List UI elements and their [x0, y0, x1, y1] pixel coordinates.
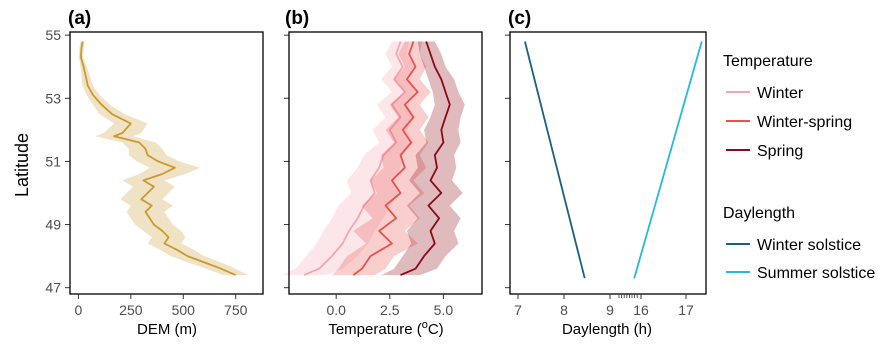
- x-tick-label: 8: [560, 302, 568, 318]
- panel-c-tag: (c): [508, 8, 531, 29]
- x-tick-label: 0: [74, 302, 82, 318]
- panel-b-y-axis: [284, 34, 289, 289]
- x-tick-label: 16: [633, 302, 649, 318]
- panel-a-frame: [69, 31, 264, 295]
- panel-b-plot-area: [282, 41, 465, 276]
- legend-label-spring: Spring: [757, 143, 803, 160]
- legend-label-winter-spring: Winter-spring: [757, 114, 852, 131]
- spring-series-ribbon: [381, 41, 465, 276]
- panel-a-y-axis: 47 49 51 53 55: [45, 27, 70, 296]
- panel-c-plot-area: [524, 41, 703, 279]
- panel-b-x-axis-title: Temperature (oC): [328, 319, 443, 338]
- panel-a-x-axis-title: DEM (m): [137, 321, 197, 338]
- x-tick-label: 5.0: [434, 302, 454, 318]
- panel-a-tag: (a): [68, 8, 91, 29]
- x-tick-label: 7: [514, 302, 522, 318]
- winter-spring-series-ribbon: [331, 41, 431, 276]
- legend-temperature-title: Temperature: [723, 53, 813, 70]
- panel-c-frame: [509, 31, 707, 295]
- panel-b-tag: (b): [285, 8, 309, 29]
- legend-label-winter: Winter: [757, 85, 804, 102]
- legend-label-winter-solstice: Winter solstice: [757, 237, 861, 254]
- panel-a: (a) 47 49 51 53 55 0 250 500 750 DEM (m): [45, 8, 264, 338]
- dem-series-line: [80, 41, 237, 276]
- legend-item-winter: Winter: [726, 85, 804, 102]
- x-tick-label: 2.5: [380, 302, 400, 318]
- panel-b-x-axis-title-end: C): [428, 321, 444, 338]
- legend-label-summer-solstice: Summer solstice: [757, 265, 875, 282]
- panel-b-frame: [288, 31, 483, 295]
- panel-c-x-axis: 7 8 9 16 17: [514, 294, 694, 318]
- panel-b-x-axis-title-sup: o: [422, 319, 428, 331]
- x-tick-label: 17: [678, 302, 694, 318]
- winter-solstice-line: [524, 41, 586, 279]
- x-tick-label: 250: [119, 302, 143, 318]
- x-tick-label: 500: [172, 302, 196, 318]
- panel-b: (b) 0.0 2.5 5.0 Temperature (oC): [282, 8, 483, 338]
- panel-a-plot-area: [78, 41, 249, 276]
- y-tick-label: 55: [45, 27, 61, 43]
- x-tick-label: 0.0: [326, 302, 346, 318]
- legend-daylength-title: Daylength: [723, 205, 795, 222]
- y-axis-title: Latitude: [12, 133, 32, 197]
- panel-b-x-axis-title-main: Temperature (: [328, 321, 421, 338]
- y-tick-label: 49: [45, 217, 61, 233]
- summer-solstice-line: [633, 41, 703, 279]
- panel-b-x-axis: 0.0 2.5 5.0: [326, 294, 453, 318]
- x-tick-label: 750: [224, 302, 248, 318]
- panel-c-x-axis-title: Daylength (h): [562, 321, 652, 338]
- x-tick-label: 9: [606, 302, 614, 318]
- spring-series-line: [400, 41, 451, 276]
- winter-series-ribbon: [282, 41, 418, 276]
- legend: Temperature Winter Winter-spring Spring …: [723, 53, 875, 282]
- legend-item-summer-solstice: Summer solstice: [726, 265, 875, 282]
- winter-series-line: [303, 41, 406, 276]
- y-tick-label: 53: [45, 90, 61, 106]
- winter-spring-series-line: [352, 41, 419, 276]
- legend-item-winter-spring: Winter-spring: [726, 114, 852, 131]
- y-tick-label: 47: [45, 280, 61, 296]
- legend-item-spring: Spring: [726, 143, 803, 160]
- panel-c: (c) 7 8 9 16 17 Daylength (h): [505, 8, 707, 338]
- legend-item-winter-solstice: Winter solstice: [726, 237, 861, 254]
- panel-a-x-axis: 0 250 500 750: [74, 294, 248, 318]
- panel-c-y-axis: [505, 34, 510, 289]
- y-tick-label: 51: [45, 153, 61, 169]
- dem-series-ribbon: [78, 41, 249, 276]
